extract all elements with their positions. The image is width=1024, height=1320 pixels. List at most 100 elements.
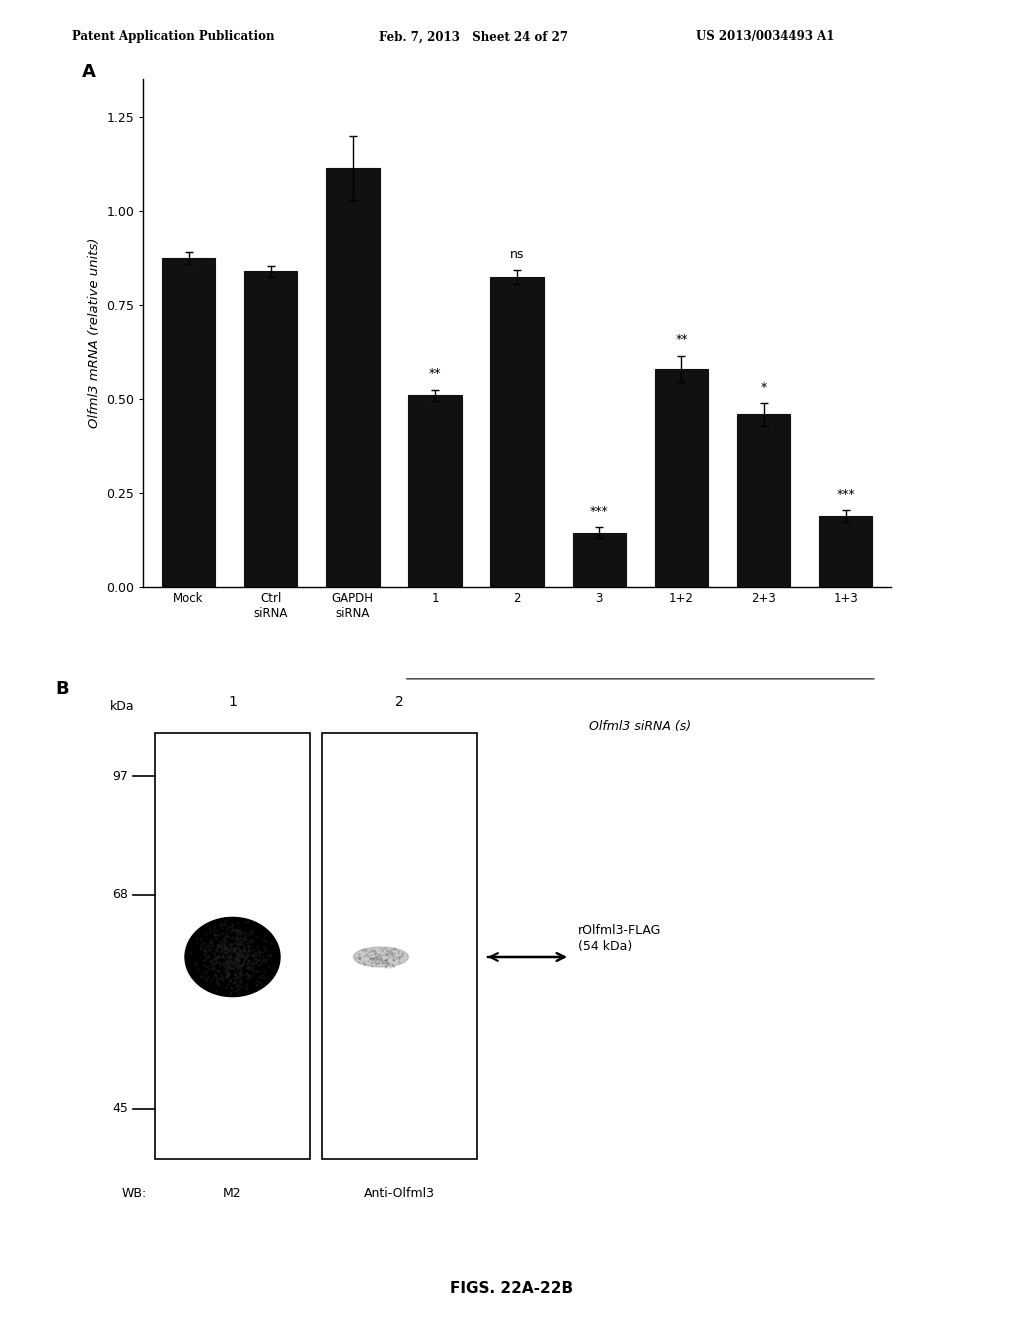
Point	[249, 925, 265, 946]
Point	[232, 942, 249, 964]
Point	[245, 929, 261, 950]
Point	[209, 949, 225, 970]
Point	[206, 948, 222, 969]
Point	[232, 942, 249, 964]
Point	[239, 946, 255, 968]
Bar	[326, 168, 380, 587]
Point	[249, 960, 265, 981]
Point	[384, 945, 400, 966]
Point	[216, 960, 232, 981]
Point	[379, 952, 395, 973]
Point	[351, 946, 368, 968]
Point	[227, 942, 244, 964]
Point	[373, 950, 389, 972]
Point	[224, 948, 241, 969]
Point	[220, 952, 237, 973]
Point	[385, 956, 401, 977]
Point	[216, 932, 232, 953]
Point	[213, 932, 229, 953]
Point	[212, 956, 228, 977]
Point	[226, 939, 243, 960]
Point	[217, 939, 233, 960]
Point	[228, 948, 245, 969]
Point	[227, 927, 244, 948]
Point	[213, 946, 229, 968]
Point	[239, 954, 255, 975]
Point	[371, 949, 387, 970]
Point	[394, 945, 411, 966]
Point	[241, 965, 257, 986]
Point	[234, 945, 251, 966]
Point	[232, 939, 249, 960]
Point	[228, 944, 245, 965]
Point	[217, 935, 233, 956]
Point	[218, 965, 234, 986]
Point	[230, 920, 247, 941]
Point	[240, 964, 256, 985]
Point	[237, 941, 253, 962]
Point	[224, 919, 241, 940]
Point	[219, 940, 236, 961]
Point	[246, 948, 262, 969]
Point	[219, 932, 236, 953]
Point	[232, 958, 249, 979]
Point	[218, 937, 234, 958]
Point	[371, 952, 387, 973]
Point	[250, 950, 266, 972]
Bar	[322, 733, 477, 1159]
Text: 1: 1	[228, 694, 237, 709]
Point	[227, 975, 244, 997]
Point	[213, 915, 229, 936]
Point	[228, 948, 245, 969]
Point	[203, 939, 219, 960]
Point	[239, 978, 255, 999]
Point	[218, 936, 234, 957]
Point	[374, 944, 390, 965]
Point	[373, 948, 389, 969]
Point	[387, 939, 403, 960]
Point	[380, 953, 396, 974]
Point	[350, 944, 367, 965]
Point	[366, 948, 382, 969]
Point	[191, 937, 208, 958]
Point	[228, 946, 245, 968]
Point	[351, 952, 368, 973]
Point	[370, 948, 386, 969]
Point	[219, 944, 236, 965]
Point	[218, 966, 234, 987]
Point	[362, 953, 379, 974]
Point	[217, 956, 233, 977]
Point	[379, 945, 395, 966]
Point	[356, 939, 373, 960]
Point	[188, 932, 205, 953]
Point	[222, 956, 239, 977]
Point	[364, 956, 380, 977]
Point	[234, 929, 251, 950]
Point	[244, 920, 260, 941]
Point	[211, 941, 227, 962]
Point	[229, 950, 246, 972]
Point	[219, 958, 236, 979]
Point	[386, 949, 402, 970]
Point	[228, 919, 245, 940]
Point	[251, 944, 267, 965]
Point	[218, 956, 234, 977]
Point	[204, 950, 220, 972]
Point	[390, 946, 407, 968]
Point	[201, 936, 217, 957]
Point	[243, 931, 259, 952]
Point	[231, 944, 248, 965]
Point	[232, 961, 249, 982]
Point	[240, 958, 256, 979]
Point	[384, 948, 400, 969]
Point	[208, 952, 224, 973]
Point	[238, 912, 254, 933]
Point	[218, 939, 234, 960]
Point	[385, 942, 401, 964]
Point	[236, 939, 252, 960]
Point	[226, 940, 243, 961]
Text: M2: M2	[223, 1187, 242, 1200]
Point	[225, 953, 242, 974]
Point	[232, 968, 249, 989]
Point	[231, 982, 248, 1003]
